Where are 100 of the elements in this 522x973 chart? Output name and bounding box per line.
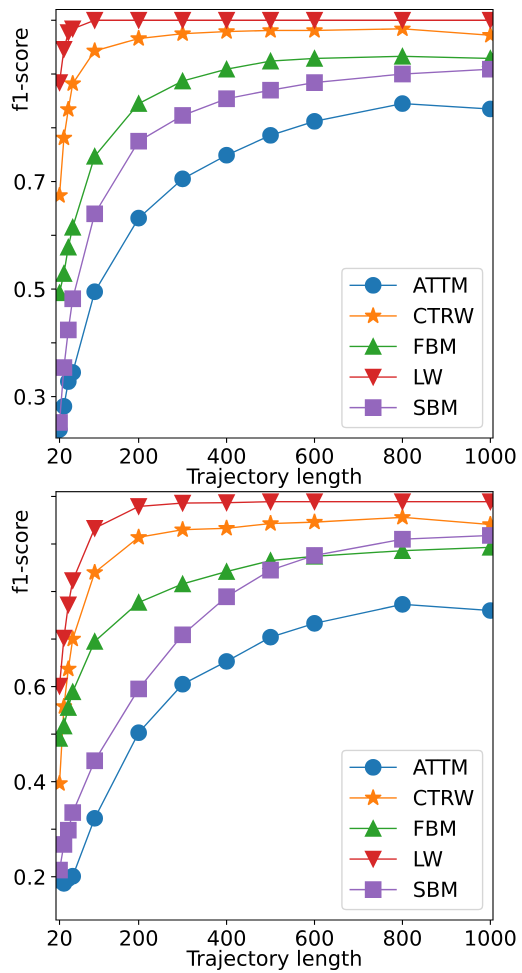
x-tick-label: 400 [208,930,246,946]
point [394,66,411,82]
point [56,718,72,734]
point [86,563,104,580]
x-axis-title: Trajectory length [186,468,361,488]
point [306,513,324,530]
point [394,95,411,112]
point [306,50,323,67]
x-tick-label: 20 [48,930,72,946]
y-tick-label: 0.7 [14,174,44,190]
legend-label: SBM [414,399,456,416]
point [174,576,191,592]
point [60,660,77,676]
y-tick-label: 0.5 [14,282,44,298]
point [86,520,104,537]
point [218,563,235,580]
point [86,12,104,29]
point [394,530,411,548]
y-tick-label: 0.4 [14,774,46,790]
point [64,290,82,308]
point [394,493,411,510]
point [56,128,73,146]
point [174,494,191,512]
point [130,12,147,29]
point [394,596,411,613]
point [64,804,82,821]
point [218,12,235,29]
point [174,12,191,29]
y-tick-label: 0.6 [14,679,45,695]
point [174,107,191,124]
point [218,146,235,164]
y-axis-title: f1-score [12,28,28,112]
point [130,724,147,742]
point [86,810,104,827]
point [130,498,147,515]
point [60,822,77,838]
point [64,74,82,92]
point [86,148,104,165]
point [130,528,148,545]
point [64,218,82,236]
x-tick-label: 1000 [466,930,516,946]
legend-label: LW [414,369,442,384]
point [218,494,235,511]
point [262,562,279,578]
x-tick-label: 20 [48,448,72,464]
point [60,699,77,716]
point [56,265,72,282]
point [262,628,279,646]
point [174,520,192,538]
point [218,519,236,536]
point [306,12,323,29]
y-tick-label: 0.3 [14,389,45,405]
y-tick-label: 0.2 [14,869,44,885]
x-tick-label: 400 [208,448,246,464]
point [394,48,411,65]
x-tick-label: 600 [296,448,334,464]
point [64,572,82,589]
point [130,594,147,611]
point [56,40,72,58]
point [86,42,104,58]
point [64,20,82,38]
point [86,205,104,222]
point [306,493,323,510]
point [64,683,82,700]
x-tick-label: 800 [384,448,421,464]
legend-label: FBM [414,338,455,354]
legend-label: ATTM [412,277,466,293]
x-axis-title: Trajectory length [186,950,361,970]
point [86,283,104,300]
point [394,12,411,29]
point [262,12,279,29]
point [306,615,323,632]
point [174,170,191,188]
point [174,626,191,644]
point [174,676,191,693]
point [130,680,147,698]
point [394,508,412,525]
x-tick-label: 600 [296,930,334,946]
legend-label: FBM [414,820,455,836]
point [262,126,279,144]
legend-label: ATTM [412,759,466,775]
point [306,112,323,130]
point [60,238,77,256]
point [60,322,77,338]
legend-label: LW [414,851,442,866]
point [56,630,72,646]
point [130,95,147,112]
point [174,72,191,90]
point [218,653,235,670]
y-axis-title: f1-score [12,510,28,594]
point [218,90,235,108]
point [130,30,148,46]
legend-label: CTRW [414,308,474,324]
point [86,633,104,650]
point [130,210,147,226]
x-tick-label: 200 [120,448,158,464]
point [306,74,323,91]
point [218,60,235,78]
point [86,752,104,770]
point [60,100,77,117]
